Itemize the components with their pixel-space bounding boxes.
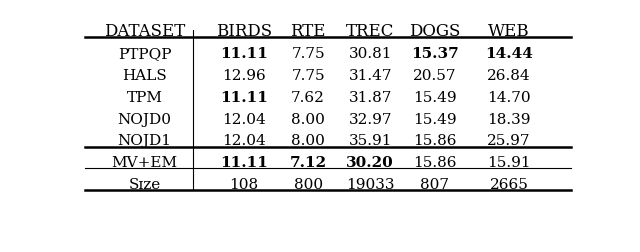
Text: 14.44: 14.44 bbox=[485, 47, 533, 61]
Text: 807: 807 bbox=[420, 178, 449, 192]
Text: 8.00: 8.00 bbox=[291, 135, 325, 148]
Text: 15.86: 15.86 bbox=[413, 156, 456, 170]
Text: 14.70: 14.70 bbox=[487, 91, 531, 105]
Text: 18.39: 18.39 bbox=[487, 113, 531, 127]
Text: 15.49: 15.49 bbox=[413, 91, 456, 105]
Text: 15.37: 15.37 bbox=[411, 47, 458, 61]
Text: TREC: TREC bbox=[346, 23, 394, 40]
Text: 30.81: 30.81 bbox=[348, 47, 392, 61]
Text: BIRDS: BIRDS bbox=[216, 23, 272, 40]
Text: 31.47: 31.47 bbox=[348, 69, 392, 83]
Text: 108: 108 bbox=[229, 178, 259, 192]
Text: 12.04: 12.04 bbox=[222, 135, 266, 148]
Text: 7.75: 7.75 bbox=[291, 47, 325, 61]
Text: 19033: 19033 bbox=[346, 178, 394, 192]
Text: RTE: RTE bbox=[291, 23, 326, 40]
Text: 35.91: 35.91 bbox=[348, 135, 392, 148]
Text: 31.87: 31.87 bbox=[348, 91, 392, 105]
Text: 26.84: 26.84 bbox=[487, 69, 531, 83]
Text: 11.11: 11.11 bbox=[220, 156, 268, 170]
Text: DOGS: DOGS bbox=[409, 23, 460, 40]
Text: TPM: TPM bbox=[127, 91, 163, 105]
Text: 11.11: 11.11 bbox=[220, 91, 268, 105]
Text: MV+EM: MV+EM bbox=[111, 156, 177, 170]
Text: 11.11: 11.11 bbox=[220, 47, 268, 61]
Text: 30.20: 30.20 bbox=[346, 156, 394, 170]
Text: Sɪze: Sɪze bbox=[129, 178, 161, 192]
Text: 15.91: 15.91 bbox=[487, 156, 531, 170]
Text: 8.00: 8.00 bbox=[291, 113, 325, 127]
Text: 2665: 2665 bbox=[490, 178, 529, 192]
Text: PTPQP: PTPQP bbox=[118, 47, 172, 61]
Text: 7.75: 7.75 bbox=[291, 69, 325, 83]
Text: 7.12: 7.12 bbox=[289, 156, 327, 170]
Text: 15.49: 15.49 bbox=[413, 113, 456, 127]
Text: 15.86: 15.86 bbox=[413, 135, 456, 148]
Text: 12.04: 12.04 bbox=[222, 113, 266, 127]
Text: DATASET: DATASET bbox=[104, 23, 185, 40]
Text: NOJD1: NOJD1 bbox=[118, 135, 172, 148]
Text: NOJD0: NOJD0 bbox=[118, 113, 172, 127]
Text: 32.97: 32.97 bbox=[348, 113, 392, 127]
Text: 7.62: 7.62 bbox=[291, 91, 325, 105]
Text: 12.96: 12.96 bbox=[222, 69, 266, 83]
Text: 20.57: 20.57 bbox=[413, 69, 456, 83]
Text: 800: 800 bbox=[294, 178, 323, 192]
Text: WEB: WEB bbox=[488, 23, 530, 40]
Text: 25.97: 25.97 bbox=[487, 135, 531, 148]
Text: HALS: HALS bbox=[122, 69, 167, 83]
